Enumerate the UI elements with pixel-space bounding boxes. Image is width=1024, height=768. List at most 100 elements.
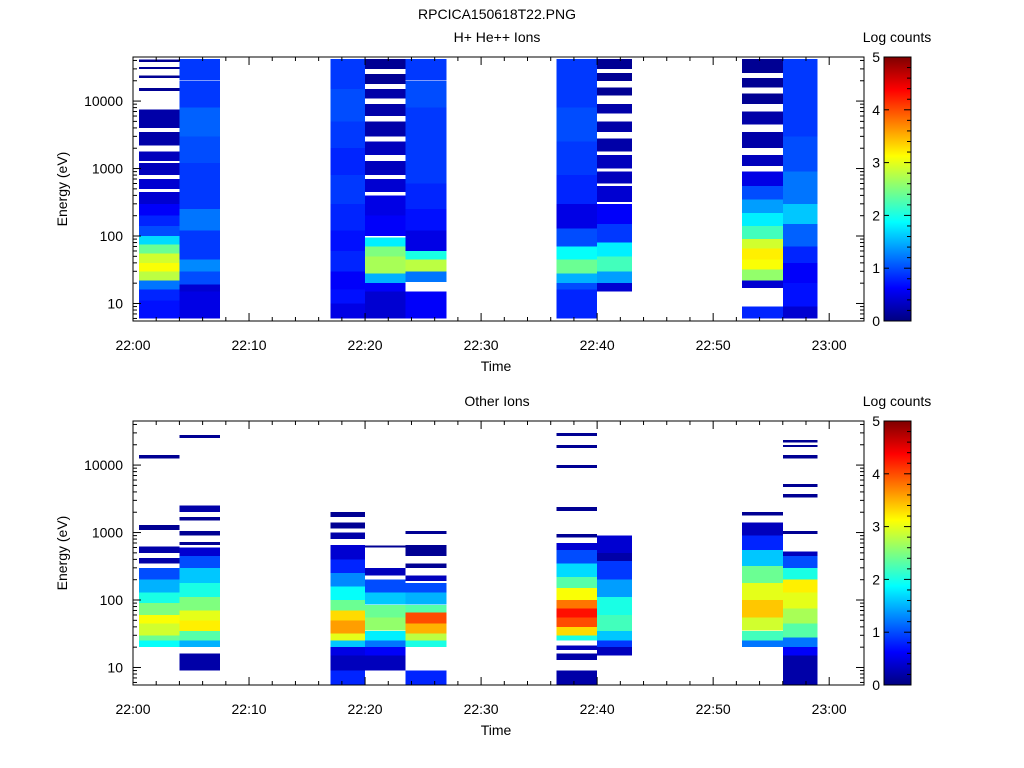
y-tick-label: 100 <box>100 592 124 608</box>
colorbar-label: Log counts <box>863 393 932 409</box>
heatmap-cell <box>405 80 447 108</box>
heatmap-cell <box>597 121 632 132</box>
x-tick-label: 22:00 <box>115 701 150 717</box>
heatmap-cell <box>556 141 598 176</box>
heatmap-cell <box>179 209 220 231</box>
heatmap-cell <box>597 535 632 553</box>
heatmap-cell <box>556 588 598 600</box>
x-ticks: 22:00 22:10 22:20 22:30 22:40 22:50 23:00 <box>115 57 847 353</box>
heatmap-cell <box>782 592 818 609</box>
heatmap-cell <box>597 73 632 81</box>
heatmap-cell <box>742 565 783 583</box>
heatmap-cell <box>556 175 598 204</box>
heatmap-cell <box>330 647 366 656</box>
colorbar-tick-label: 4 <box>872 466 880 482</box>
heatmap-cell <box>138 592 180 604</box>
heatmap-cell <box>138 75 180 78</box>
heatmap-cell <box>742 248 783 260</box>
heatmap-cell <box>405 623 447 634</box>
heatmap-cell <box>365 545 406 548</box>
heatmap-cell <box>330 586 366 600</box>
heatmap-cell <box>782 171 818 204</box>
heatmap-cells <box>138 432 818 685</box>
heatmap-cell <box>138 179 180 189</box>
heatmap-cell <box>556 59 598 108</box>
heatmap-cell <box>365 630 406 641</box>
x-tick-label: 22:10 <box>232 701 267 717</box>
heatmap-cell <box>179 653 220 671</box>
heatmap-cell <box>597 186 632 202</box>
heatmap-cell <box>330 573 366 587</box>
heatmap-cell <box>179 291 220 319</box>
heatmap-cell <box>138 280 180 290</box>
heatmap-cell <box>782 608 818 624</box>
heatmap-cell <box>782 224 818 247</box>
heatmap-cell <box>179 80 220 108</box>
colorbar-tick-label: 5 <box>872 413 880 429</box>
heatmap-cell <box>179 259 220 272</box>
heatmap-cell <box>330 89 366 122</box>
heatmap-cell <box>365 283 406 292</box>
heatmap-cell <box>556 670 598 685</box>
heatmap-cell <box>782 647 818 656</box>
colorbar: 0 1 2 3 4 5 <box>872 413 912 693</box>
heatmap-cell <box>330 175 366 204</box>
heatmap-cell <box>782 262 818 284</box>
panel-title: H+ He++ Ions <box>454 29 541 45</box>
heatmap-cell <box>556 228 598 247</box>
heatmap-cell <box>138 67 180 69</box>
heatmap-cell <box>556 645 598 651</box>
heatmap-cell <box>330 303 366 319</box>
heatmap-cell <box>782 531 818 534</box>
colorbar-tick-label: 1 <box>872 260 880 276</box>
colorbar-tick-label: 2 <box>872 571 880 587</box>
heatmap-cell <box>179 630 220 641</box>
heatmap-cell <box>179 555 220 568</box>
heatmap-cell <box>179 640 220 648</box>
heatmap-cell <box>405 563 447 568</box>
heatmap-cell <box>742 59 783 74</box>
colorbar-tick-label: 1 <box>872 624 880 640</box>
heatmap-cell <box>365 273 406 284</box>
heatmap-cell <box>330 640 366 648</box>
heatmap-cell <box>742 186 783 200</box>
colorbar-label: Log counts <box>863 29 932 45</box>
heatmap-cell <box>179 163 220 189</box>
heatmap-cell <box>782 484 818 488</box>
heatmap-cell <box>742 512 783 516</box>
heatmap-cell <box>556 608 598 618</box>
heatmap-cell <box>782 567 818 580</box>
colorbar-tick-label: 3 <box>872 519 880 535</box>
heatmap-cell <box>405 545 447 556</box>
heatmap-cell <box>365 617 406 631</box>
heatmap-cell <box>597 615 632 631</box>
heatmap-cell <box>405 183 447 210</box>
heatmap-cell <box>597 171 632 184</box>
x-tick-label: 23:00 <box>812 701 847 717</box>
heatmap-cell <box>597 640 632 648</box>
heatmap-cell <box>405 59 447 81</box>
heatmap-cell <box>597 271 632 284</box>
heatmap-cell <box>556 600 598 609</box>
heatmap-cell <box>365 647 406 656</box>
other-ions-panel: Other Ions Log counts Time Energy (eV) 2… <box>54 393 931 738</box>
heatmap-cell <box>742 306 783 319</box>
heatmap-cell <box>179 610 220 621</box>
colorbar: 0 1 2 3 4 5 <box>872 49 912 329</box>
colorbar-tick-label: 3 <box>872 155 880 171</box>
x-tick-label: 22:20 <box>348 701 383 717</box>
figure-title: RPCICA150618T22.PNG <box>418 6 576 22</box>
heatmap-cell <box>365 237 406 247</box>
heatmap-cell <box>556 444 598 448</box>
heatmap-cell <box>365 89 406 99</box>
heatmap-cell <box>330 59 366 90</box>
heatmap-cell <box>365 104 406 117</box>
heatmap-cell <box>405 148 447 184</box>
heatmap-cell <box>179 517 220 521</box>
heatmap-cell <box>365 655 406 671</box>
heatmap-cell <box>405 531 447 534</box>
x-tick-label: 22:30 <box>464 337 499 353</box>
heatmap-cell <box>556 653 598 660</box>
heatmap-cell <box>782 579 818 593</box>
heatmap-cell <box>138 615 180 624</box>
